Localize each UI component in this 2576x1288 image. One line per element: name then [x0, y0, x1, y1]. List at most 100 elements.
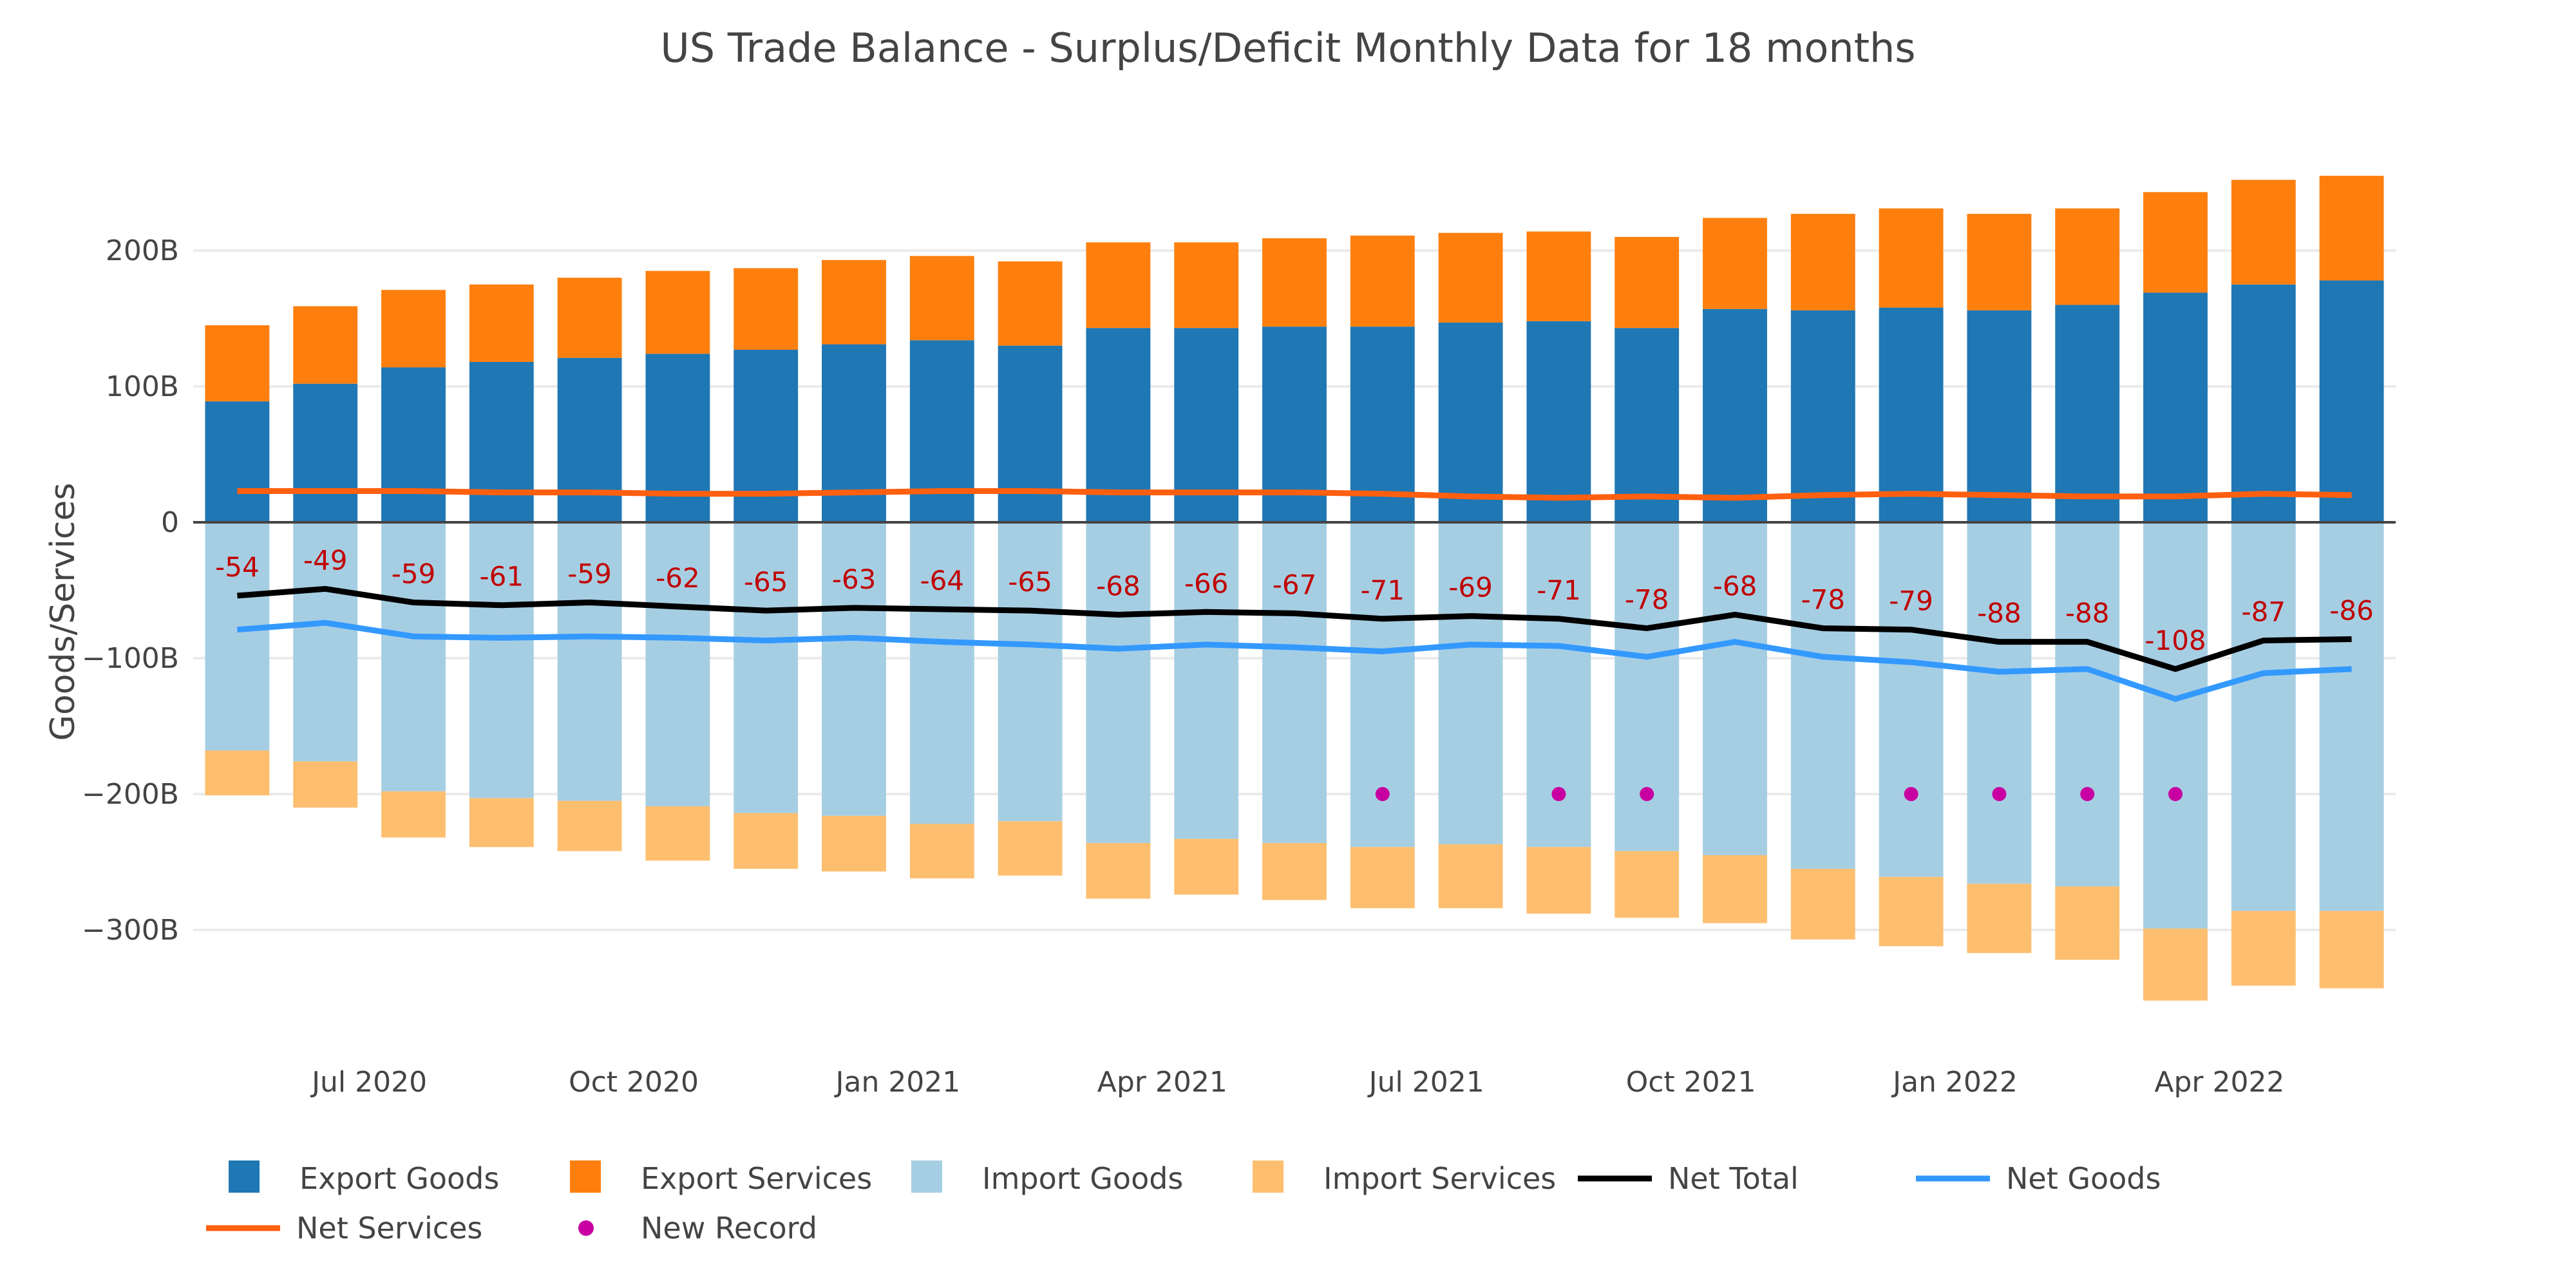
data-label: -49: [303, 544, 348, 576]
bar-import-services: [645, 806, 710, 861]
x-tick-label: Jul 2021: [1367, 1066, 1484, 1099]
data-label: -79: [1889, 585, 1933, 617]
data-label: -88: [2065, 598, 2110, 629]
bar-export-services: [822, 260, 886, 345]
bar-export-goods: [1967, 310, 2032, 522]
bar-import-goods: [734, 522, 799, 813]
data-label: -71: [1537, 574, 1581, 606]
y-axis-ticks: 200B 100B 0 −100B −200B −300B: [82, 234, 179, 947]
x-tick-label: Jan 2022: [1891, 1066, 2018, 1099]
bar-export-goods: [469, 362, 534, 522]
bar-import-goods: [1086, 522, 1151, 843]
bar-export-services: [381, 290, 446, 368]
legend: Export Goods Export Services Import Goods I…: [206, 1160, 2161, 1245]
data-label: -68: [1713, 570, 1757, 601]
bar-import-goods: [998, 522, 1063, 822]
data-label: -68: [1096, 570, 1141, 601]
bar-export-services: [469, 284, 534, 363]
chart-title: US Trade Balance - Surplus/Deficit Month…: [660, 24, 1915, 71]
bar-export-services: [2055, 208, 2120, 305]
new-record-marker: [1992, 787, 2007, 801]
bar-import-services: [1350, 847, 1415, 909]
bar-import-goods: [2231, 522, 2296, 911]
bar-export-services: [998, 261, 1063, 346]
legend-marker: [578, 1220, 594, 1236]
data-label: -67: [1273, 569, 1317, 600]
data-label: -69: [1448, 572, 1493, 603]
bar-import-goods: [2055, 522, 2120, 887]
legend-item: Export Goods: [229, 1160, 499, 1196]
new-record-marker: [1640, 787, 1654, 801]
bar-import-services: [1790, 869, 1855, 940]
bar-import-services: [293, 761, 358, 808]
bar-import-goods: [1879, 522, 1944, 877]
data-label: -63: [832, 564, 876, 595]
bar-export-services: [1526, 231, 1591, 321]
bar-import-goods: [205, 522, 270, 751]
data-label: -59: [392, 558, 436, 589]
bar-import-goods: [293, 522, 358, 762]
legend-swatch: [570, 1160, 601, 1193]
bar-export-goods: [381, 367, 446, 522]
bar-import-goods: [557, 522, 622, 801]
data-label: -54: [215, 551, 260, 583]
bar-export-services: [1262, 238, 1327, 327]
data-label: -71: [1360, 574, 1405, 606]
legend-label: Import Services: [1323, 1161, 1556, 1196]
legend-swatch: [1253, 1160, 1283, 1193]
bar-import-goods: [909, 522, 974, 824]
bar-import-goods: [1790, 522, 1855, 869]
bar-import-services: [381, 791, 446, 838]
bar-export-goods: [557, 357, 622, 522]
bar-import-services: [1086, 842, 1151, 899]
bar-export-services: [734, 268, 799, 350]
x-axis-ticks: Jul 2020 Oct 2020 Jan 2021 Apr 2021 Jul 2021…: [310, 1066, 2284, 1099]
bar-export-services: [1879, 208, 1944, 308]
bar-export-services: [2143, 192, 2208, 293]
legend-label: Export Goods: [299, 1161, 499, 1196]
bar-export-goods: [1703, 308, 1767, 522]
bar-import-services: [205, 750, 270, 796]
new-record-markers: [1375, 787, 2183, 801]
bar-export-goods: [2231, 284, 2296, 522]
bar-import-services: [2231, 911, 2296, 986]
bar-import-services: [1879, 876, 1944, 947]
bar-export-services: [2231, 180, 2296, 285]
net-goods-line: [237, 620, 2352, 702]
bar-export-services: [645, 270, 710, 354]
bar-export-goods: [2055, 305, 2120, 522]
data-label: -65: [744, 566, 788, 598]
bar-export-services: [293, 306, 358, 384]
bar-export-goods: [293, 383, 358, 522]
bar-import-goods: [1174, 522, 1239, 839]
x-tick-label: Jul 2020: [310, 1066, 427, 1099]
bar-export-services: [1790, 214, 1855, 310]
bar-export-goods: [205, 401, 270, 522]
data-label: -66: [1184, 567, 1229, 599]
net-services-line: [237, 488, 2352, 501]
bar-export-goods: [1438, 322, 1503, 522]
data-label: -59: [567, 558, 612, 589]
legend-item: Export Services: [570, 1160, 872, 1196]
bar-export-goods: [645, 354, 710, 522]
data-label: -78: [1801, 584, 1845, 616]
bar-import-goods: [1703, 522, 1767, 855]
y-tick-label: 0: [161, 506, 179, 539]
new-record-marker: [1551, 787, 1566, 801]
bar-import-services: [1526, 847, 1591, 914]
bar-export-goods: [1790, 310, 1855, 522]
legend-swatch: [229, 1160, 260, 1193]
bar-import-goods: [2143, 522, 2208, 929]
x-tick-label: Jan 2021: [834, 1066, 961, 1099]
y-axis-title: Goods/Services: [44, 483, 82, 741]
legend-label: Net Services: [296, 1211, 482, 1245]
bar-export-services: [1703, 218, 1767, 309]
bar-import-goods: [1967, 522, 2032, 884]
bar-import-goods: [2319, 522, 2384, 911]
bar-export-services: [2319, 175, 2384, 281]
new-record-marker: [2168, 787, 2183, 801]
data-label: -87: [2241, 596, 2286, 628]
legend-label: Export Services: [641, 1161, 872, 1196]
bar-import-goods: [381, 522, 446, 791]
bar-export-goods: [1615, 328, 1680, 522]
